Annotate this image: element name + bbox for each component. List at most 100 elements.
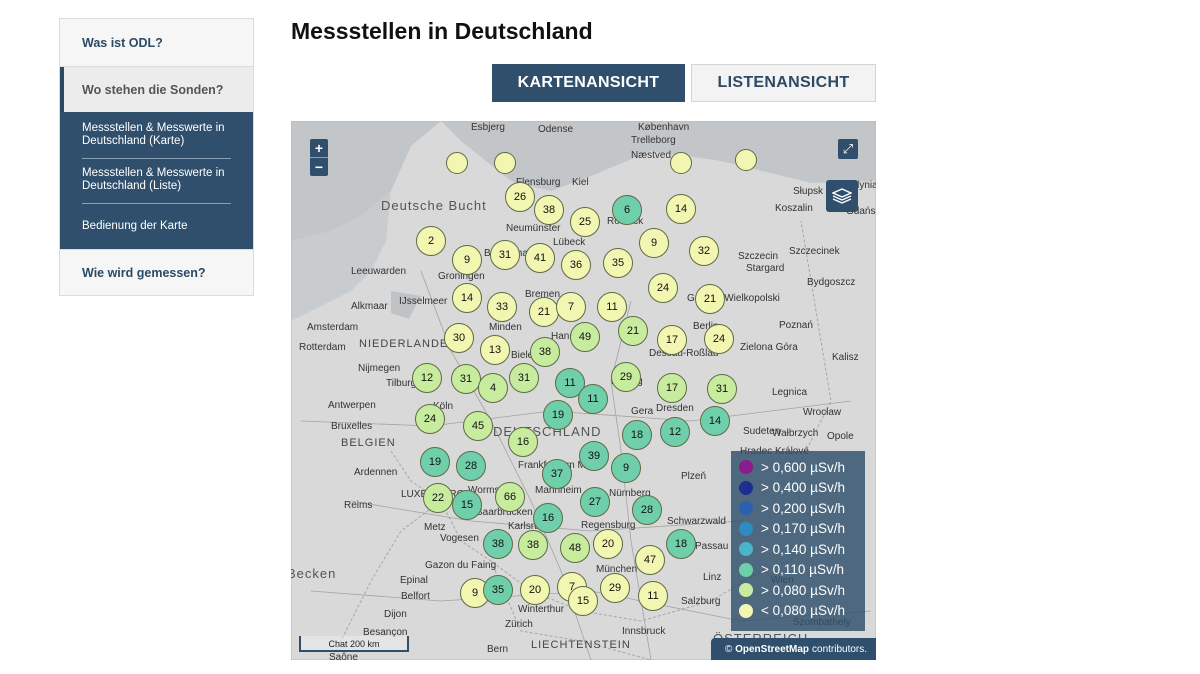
- station-cluster[interactable]: 31: [451, 364, 481, 394]
- zoom-in-button[interactable]: +: [314, 140, 324, 156]
- station-cluster[interactable]: 35: [603, 248, 633, 278]
- station-cluster[interactable]: 21: [695, 284, 725, 314]
- fullscreen-button[interactable]: ⤢: [838, 139, 858, 159]
- map-view[interactable]: Esbjerg Odense København Trelleborg Næstved F…: [291, 121, 876, 660]
- map-place-label: Gazon du Faing: [425, 560, 497, 571]
- station-cluster[interactable]: 11: [578, 384, 608, 414]
- map-place-label: Ardennen: [354, 467, 398, 478]
- station-cluster[interactable]: 20: [520, 575, 550, 605]
- station-cluster[interactable]: 28: [456, 451, 486, 481]
- station-cluster[interactable]: 21: [529, 297, 559, 327]
- station-cluster[interactable]: 24: [415, 404, 445, 434]
- station-cluster[interactable]: 15: [568, 586, 598, 616]
- map-place-label: Linz: [703, 572, 722, 583]
- layers-button[interactable]: [826, 180, 858, 212]
- map-place-label: Gdynia: [846, 180, 876, 191]
- station-cluster[interactable]: 35: [483, 575, 513, 605]
- station-cluster[interactable]: 30: [444, 323, 474, 353]
- station-cluster[interactable]: 45: [463, 411, 493, 441]
- station-cluster[interactable]: 39: [579, 441, 609, 471]
- station-cluster[interactable]: 38: [530, 337, 560, 367]
- station-cluster[interactable]: 12: [412, 363, 442, 393]
- attribution-link[interactable]: OpenStreetMap: [735, 643, 810, 655]
- station-cluster[interactable]: 4: [478, 373, 508, 403]
- station-cluster[interactable]: 49: [570, 322, 600, 352]
- station-cluster[interactable]: 12: [660, 417, 690, 447]
- station-marker[interactable]: [670, 152, 692, 174]
- station-cluster[interactable]: 26: [505, 182, 535, 212]
- nav-subitem-messstellen-liste[interactable]: Messstellen & Messwerte in Deutschland (…: [60, 158, 253, 204]
- nav-subitem-bedienung-der-karte[interactable]: Bedienung der Karte: [60, 203, 253, 249]
- station-cluster[interactable]: 24: [648, 273, 678, 303]
- station-cluster[interactable]: 36: [561, 250, 591, 280]
- station-cluster[interactable]: 13: [480, 335, 510, 365]
- station-cluster[interactable]: 38: [518, 530, 548, 560]
- station-cluster[interactable]: 14: [666, 194, 696, 224]
- station-cluster[interactable]: 15: [452, 490, 482, 520]
- map-place-label: Dijon: [384, 609, 407, 620]
- station-marker[interactable]: [494, 152, 516, 174]
- map-place-label: Sudeten: [743, 426, 781, 437]
- station-cluster[interactable]: 22: [423, 483, 453, 513]
- map-place-label: Berlin: [693, 321, 719, 332]
- station-cluster[interactable]: 20: [593, 529, 623, 559]
- station-cluster[interactable]: 9: [639, 228, 669, 258]
- nav-item-wie-wird-gemessen[interactable]: Wie wird gemessen?: [60, 249, 253, 295]
- station-cluster[interactable]: 29: [600, 573, 630, 603]
- station-cluster[interactable]: 19: [543, 400, 573, 430]
- nav-item-wo-stehen-die-sonden[interactable]: Wo stehen die Sonden?: [60, 67, 253, 112]
- map-place-label: Zürich: [505, 619, 533, 630]
- station-cluster[interactable]: 16: [508, 427, 538, 457]
- station-cluster[interactable]: 18: [666, 529, 696, 559]
- legend-label: > 0,200 µSv/h: [761, 500, 845, 516]
- map-place-label: Słupsk: [793, 186, 824, 197]
- station-cluster[interactable]: 17: [657, 373, 687, 403]
- station-cluster[interactable]: 29: [611, 362, 641, 392]
- station-cluster[interactable]: 32: [689, 236, 719, 266]
- station-cluster[interactable]: 18: [622, 420, 652, 450]
- station-cluster[interactable]: 11: [597, 292, 627, 322]
- station-cluster[interactable]: 17: [657, 325, 687, 355]
- station-cluster[interactable]: 14: [452, 283, 482, 313]
- station-cluster[interactable]: 31: [707, 374, 737, 404]
- station-cluster[interactable]: 25: [570, 207, 600, 237]
- station-cluster[interactable]: 33: [487, 292, 517, 322]
- station-cluster[interactable]: 16: [533, 503, 563, 533]
- legend-label: > 0,400 µSv/h: [761, 480, 845, 496]
- station-cluster[interactable]: 31: [509, 363, 539, 393]
- station-cluster[interactable]: 7: [556, 292, 586, 322]
- station-cluster[interactable]: 37: [542, 459, 572, 489]
- station-cluster[interactable]: 21: [618, 316, 648, 346]
- tab-kartenansicht[interactable]: KARTENANSICHT: [492, 64, 685, 102]
- station-cluster[interactable]: 28: [632, 495, 662, 525]
- station-cluster[interactable]: 27: [580, 487, 610, 517]
- station-cluster[interactable]: 47: [635, 545, 665, 575]
- map-place-label: Innsbruck: [622, 626, 666, 637]
- map-place-label: Passau: [695, 541, 729, 552]
- zoom-control: + −: [310, 139, 328, 176]
- station-cluster[interactable]: 6: [612, 195, 642, 225]
- station-marker[interactable]: [735, 149, 757, 171]
- station-cluster[interactable]: 9: [452, 245, 482, 275]
- zoom-out-button[interactable]: −: [314, 159, 324, 175]
- station-cluster[interactable]: 38: [534, 195, 564, 225]
- station-cluster[interactable]: 31: [490, 240, 520, 270]
- nav-item-was-ist-odl[interactable]: Was ist ODL?: [60, 19, 253, 67]
- nav-subitem-messstellen-karte[interactable]: Messstellen & Messwerte in Deutschland (…: [60, 112, 253, 159]
- station-marker[interactable]: [446, 152, 468, 174]
- tab-listenansicht[interactable]: LISTENANSICHT: [691, 64, 876, 102]
- station-cluster[interactable]: 19: [420, 447, 450, 477]
- station-cluster[interactable]: 2: [416, 226, 446, 256]
- station-cluster[interactable]: 14: [700, 406, 730, 436]
- map-place-label: Besançon: [363, 627, 408, 638]
- station-cluster[interactable]: 41: [525, 243, 555, 273]
- station-cluster[interactable]: 24: [704, 324, 734, 354]
- station-cluster[interactable]: 38: [483, 529, 513, 559]
- map-place-label: Dresden: [656, 403, 694, 414]
- map-place-label: Esbjerg: [471, 122, 505, 133]
- station-cluster[interactable]: 66: [495, 482, 525, 512]
- nav-subitem-label: Messstellen & Messwerte in Deutschland (…: [82, 112, 231, 159]
- station-cluster[interactable]: 11: [638, 581, 668, 611]
- station-cluster[interactable]: 48: [560, 533, 590, 563]
- station-cluster[interactable]: 9: [611, 453, 641, 483]
